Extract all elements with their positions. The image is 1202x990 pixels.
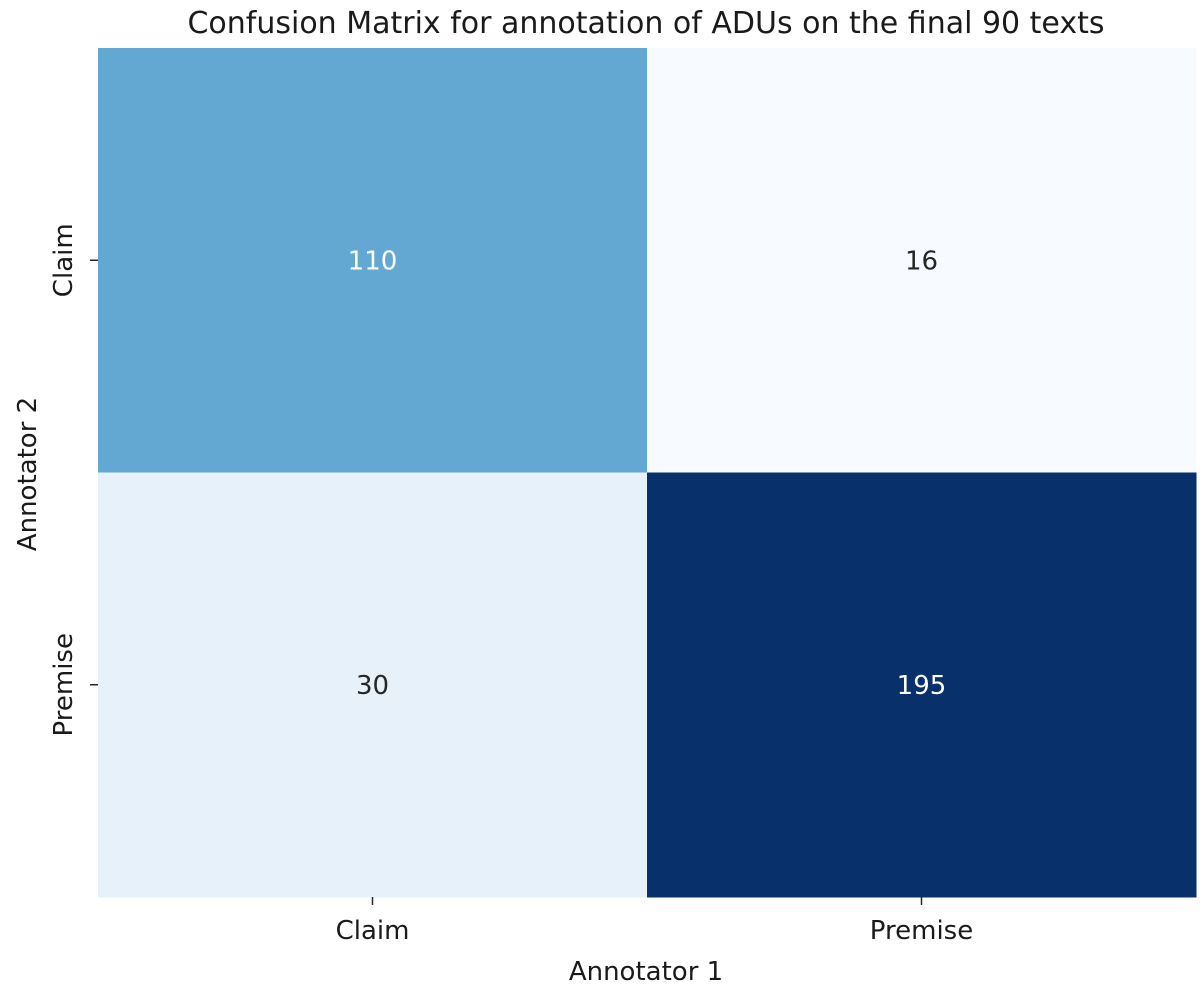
chart-title: Confusion Matrix for annotation of ADUs … xyxy=(187,6,1104,41)
heatmap-cell-premise-claim xyxy=(98,472,648,898)
cell-value-label: 110 xyxy=(348,246,398,276)
cell-value-label: 30 xyxy=(356,671,389,701)
x-tick-label: Premise xyxy=(870,916,973,946)
cell-value-label: 16 xyxy=(905,246,938,276)
heatmap-cells: 110 16 30 195 xyxy=(98,48,1197,898)
heatmap-cell-claim-claim xyxy=(98,48,648,473)
x-axis-label: Annotator 1 xyxy=(569,957,723,986)
x-tick-label: Claim xyxy=(336,916,410,946)
heatmap-cell-premise-premise xyxy=(647,472,1197,898)
y-axis-label: Annotator 2 xyxy=(13,397,43,551)
cell-value-label: 195 xyxy=(897,671,947,701)
axis-ticks: Claim Premise Claim Premise xyxy=(49,223,973,946)
y-tick-label: Claim xyxy=(49,223,79,297)
heatmap-cell-claim-premise xyxy=(647,48,1197,473)
y-tick-label: Premise xyxy=(49,633,79,736)
